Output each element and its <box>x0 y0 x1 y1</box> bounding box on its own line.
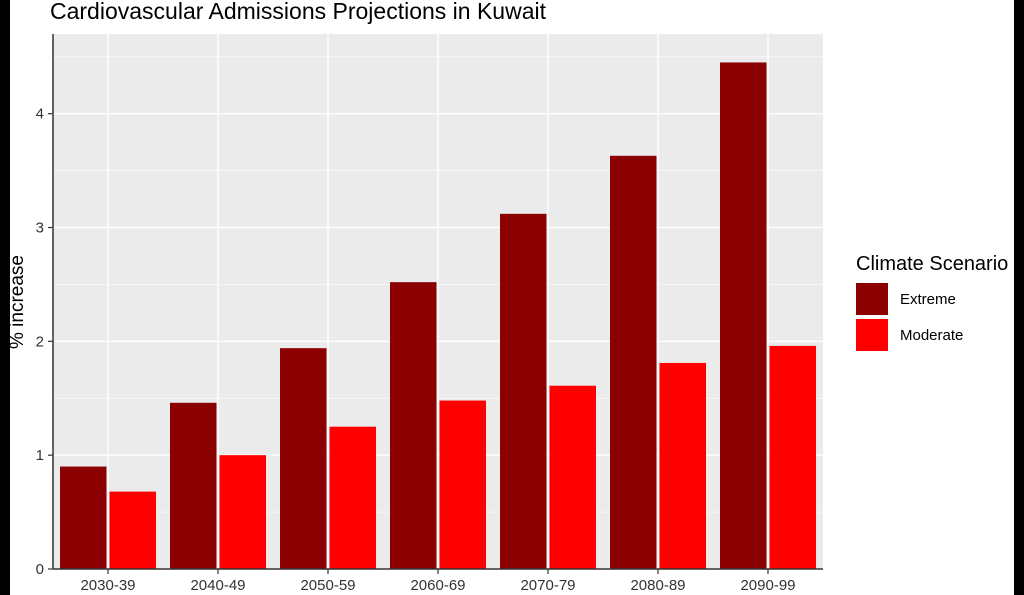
bar-moderate-2090-99 <box>769 345 816 569</box>
x-tick-label: 2030-39 <box>80 577 135 594</box>
bar-moderate-2060-69 <box>439 400 486 569</box>
y-axis-label: % increase <box>10 255 28 349</box>
x-tick-label: 2060-69 <box>410 577 465 594</box>
bar-extreme-2030-39 <box>60 466 107 569</box>
legend-title: Climate Scenario <box>856 253 1008 275</box>
axes: 0 1 2 3 4 2030-39 2040-49 2050-59 2060-69 2070-79… <box>36 34 823 594</box>
x-tick-label: 2040-49 <box>190 577 245 594</box>
bar-extreme-2080-89 <box>610 155 657 570</box>
x-tick-label: 2070-79 <box>520 577 575 594</box>
bar-extreme-2090-99 <box>720 62 767 569</box>
bar-moderate-2080-89 <box>659 362 706 569</box>
bar-moderate-2070-79 <box>549 385 596 569</box>
legend-key-moderate <box>856 319 888 351</box>
bar-extreme-2070-79 <box>500 213 547 569</box>
x-tick-label: 2080-89 <box>630 577 685 594</box>
bar-moderate-2050-59 <box>329 426 376 569</box>
x-tick-label: 2050-59 <box>300 577 355 594</box>
bar-extreme-2050-59 <box>280 348 327 569</box>
bar-extreme-2060-69 <box>390 282 437 569</box>
legend-label-extreme: Extreme <box>900 291 956 308</box>
legend: Climate Scenario Extreme Moderate <box>856 253 1008 351</box>
plot-panel <box>53 34 823 570</box>
legend-key-extreme <box>856 283 888 315</box>
bar-extreme-2040-49 <box>170 402 217 569</box>
y-tick-label: 4 <box>36 106 44 123</box>
y-tick-label: 3 <box>36 220 44 237</box>
y-tick-label: 0 <box>36 561 44 578</box>
bars <box>60 62 816 570</box>
x-tick-label: 2090-99 <box>740 577 795 594</box>
chart-frame: Cardiovascular Admissions Projections in… <box>10 0 1014 595</box>
chart-title: Cardiovascular Admissions Projections in… <box>50 0 547 24</box>
chart-canvas: Cardiovascular Admissions Projections in… <box>10 0 1008 594</box>
bar-moderate-2040-49 <box>219 455 266 569</box>
y-tick-label: 2 <box>36 333 44 350</box>
legend-label-moderate: Moderate <box>900 327 963 344</box>
y-tick-label: 1 <box>36 447 44 464</box>
bar-moderate-2030-39 <box>109 491 156 569</box>
